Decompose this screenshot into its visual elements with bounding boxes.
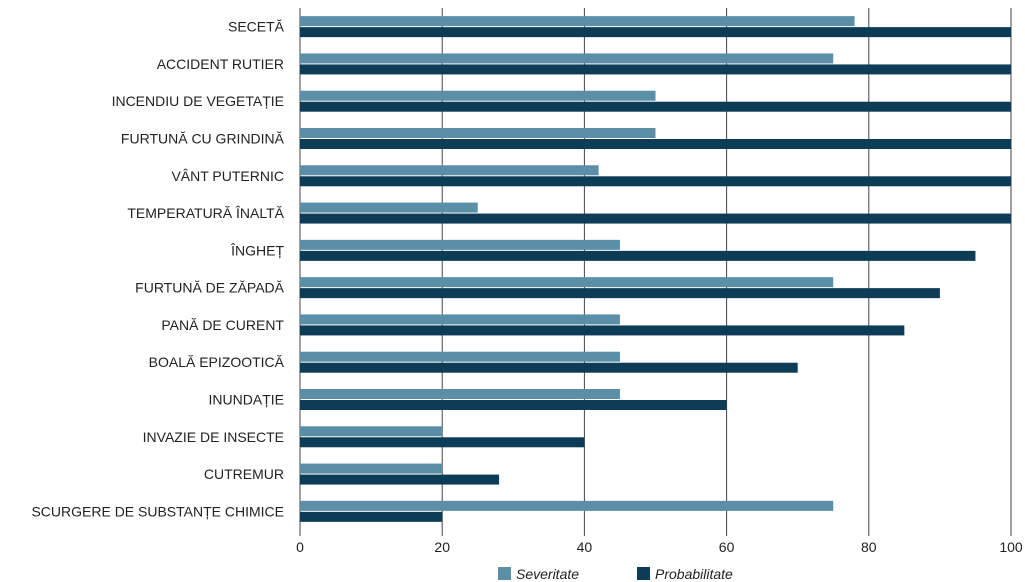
category-label: INVAZIE DE INSECTE	[143, 429, 284, 445]
category-label: FURTUNĂ DE ZĂPADĂ	[135, 280, 284, 296]
severitate-bar	[300, 277, 834, 288]
category-label: SECETĂ	[228, 19, 285, 35]
severitate-bar	[300, 389, 620, 399]
legend-swatch	[498, 567, 511, 580]
severitate-bar	[300, 426, 443, 437]
probabilitate-bar	[300, 139, 1011, 149]
severitate-bar	[300, 500, 834, 511]
severitate-bar	[300, 16, 855, 27]
severitate-bar	[300, 239, 620, 250]
probabilitate-bar	[300, 27, 1011, 38]
x-tick-label: 80	[861, 539, 877, 555]
probabilitate-bar	[300, 176, 1011, 187]
probabilitate-bar	[300, 511, 443, 522]
category-label: FURTUNĂ CU GRINDINĂ	[121, 131, 285, 147]
severitate-bar	[300, 351, 620, 362]
legend-label: Probabilitate	[655, 566, 733, 582]
category-label: INCENDIU DE VEGETAȚIE	[112, 93, 284, 109]
probabilitate-bar	[300, 64, 1011, 75]
probabilitate-bar	[300, 325, 905, 336]
x-tick-label: 20	[434, 539, 450, 555]
x-tick-label: 40	[577, 539, 593, 555]
severitate-bar	[300, 165, 599, 176]
severitate-bar	[300, 53, 834, 64]
probabilitate-bar	[300, 400, 727, 410]
severitate-bar	[300, 202, 478, 213]
x-tick-labels: 0 20 40 60 80 100	[296, 539, 1023, 555]
bars	[300, 16, 1011, 522]
legend: Severitate Probabilitate	[498, 566, 733, 582]
severitate-bar	[300, 463, 443, 474]
x-tick-label: 0	[296, 539, 304, 555]
category-labels: SECETĂ ACCIDENT RUTIER INCENDIU DE VEGETAȚ…	[31, 19, 284, 520]
category-label: ACCIDENT RUTIER	[157, 56, 284, 72]
category-label: BOALĂ EPIZOOTICĂ	[149, 354, 285, 370]
probabilitate-bar	[300, 362, 798, 373]
probabilitate-bar	[300, 213, 1011, 224]
severitate-bar	[300, 314, 620, 325]
x-tick-label: 100	[999, 539, 1023, 555]
category-label: INUNDAȚIE	[209, 392, 284, 408]
probabilitate-bar	[300, 437, 585, 448]
severitate-bar	[300, 90, 656, 101]
probabilitate-bar	[300, 101, 1011, 112]
probabilitate-bar	[300, 288, 940, 299]
x-tick-label: 60	[719, 539, 735, 555]
category-label: ÎNGHEȚ	[230, 242, 284, 258]
category-label: CUTREMUR	[204, 466, 284, 482]
category-label: PANĂ DE CURENT	[161, 317, 284, 333]
legend-swatch	[637, 567, 650, 580]
legend-label: Severitate	[516, 566, 579, 582]
severitate-bar	[300, 128, 656, 138]
category-label: VÂNT PUTERNIC	[171, 168, 284, 184]
category-label: TEMPERATURĂ ÎNALTĂ	[127, 205, 284, 221]
probabilitate-bar	[300, 250, 976, 261]
probabilitate-bar	[300, 474, 500, 485]
grid-lines	[299, 8, 1012, 536]
category-label: SCURGERE DE SUBSTANȚE CHIMICE	[31, 503, 284, 519]
